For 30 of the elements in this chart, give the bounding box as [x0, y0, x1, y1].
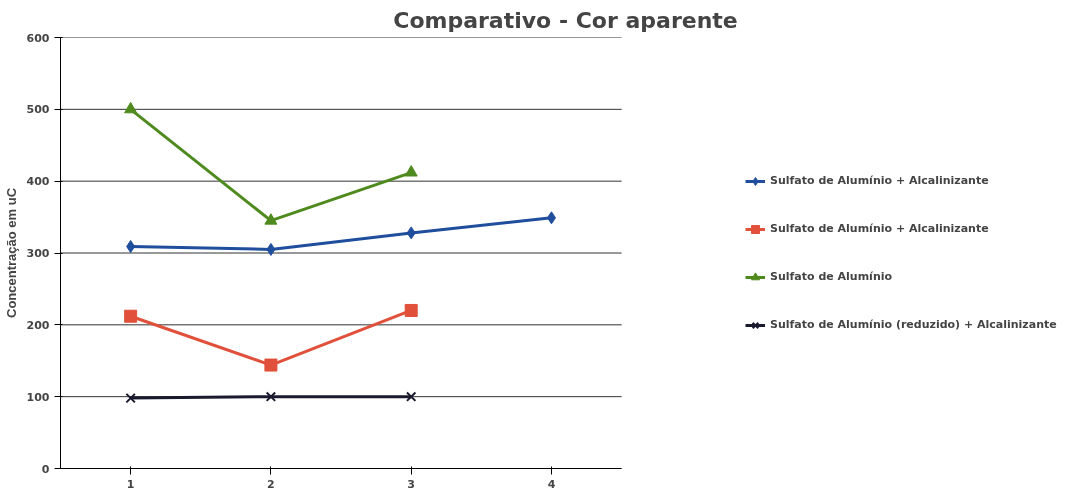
y-axis-title: Concentração em uC — [3, 187, 19, 319]
point — [404, 165, 418, 177]
y-tick-label: 100 — [26, 390, 50, 404]
point — [264, 213, 278, 225]
legend-label: Sulfato de Alumínio — [770, 270, 894, 283]
legend-label: Sulfato de Alumínio (reduzido) + Alcalinizante — [770, 318, 1058, 331]
x-tick-label: 3 — [407, 477, 416, 491]
y-tick-label: 500 — [26, 103, 50, 117]
x-tick-label: 4 — [547, 477, 556, 491]
point — [265, 391, 277, 402]
legend-label: Sulfato de Alumínio + Alcalinizante — [770, 174, 990, 187]
y-tick-label: 200 — [26, 318, 50, 332]
point — [124, 101, 138, 114]
point — [266, 242, 276, 256]
y-tick-label: 0 — [41, 462, 50, 476]
point — [264, 358, 278, 372]
point — [125, 392, 136, 404]
chart-title: Comparativo - Cor aparente — [393, 7, 738, 33]
point — [406, 226, 416, 240]
legend-label: Sulfato de Alumínio + Alcalinizante — [770, 222, 990, 235]
x-tick-label: 2 — [267, 477, 275, 491]
point — [126, 240, 136, 254]
point — [404, 303, 418, 317]
point — [124, 309, 138, 323]
y-tick-label: 400 — [26, 175, 50, 189]
point — [405, 391, 417, 402]
x-tick-label: 1 — [126, 477, 135, 491]
y-tick-label: 600 — [26, 31, 50, 45]
point — [546, 211, 556, 225]
y-tick-label: 300 — [26, 247, 50, 260]
